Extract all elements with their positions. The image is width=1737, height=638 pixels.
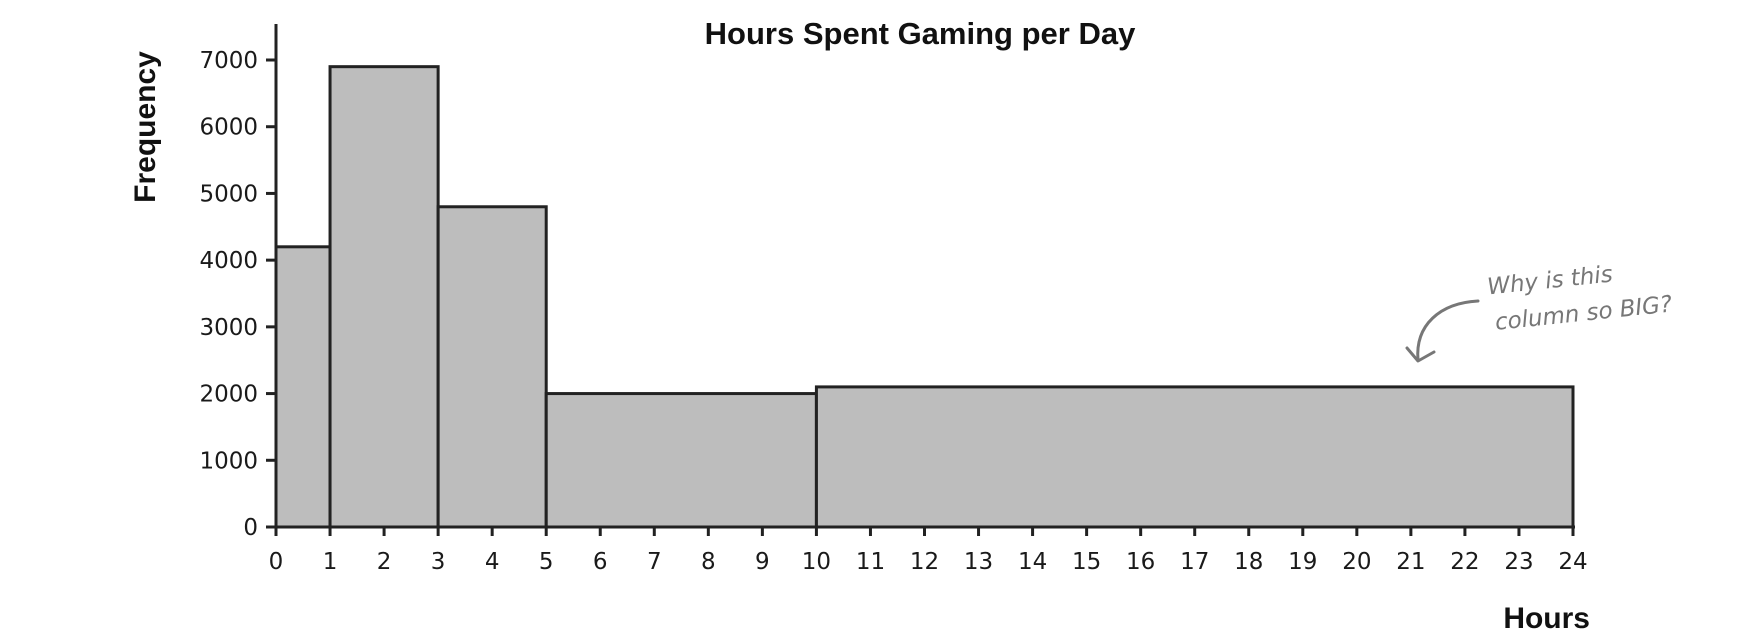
annotation-arrow (1416, 299, 1480, 362)
x-tick-label: 11 (856, 549, 885, 575)
x-tick-label: 20 (1342, 549, 1371, 575)
x-tick-label: 9 (755, 549, 770, 575)
x-tick-label: 15 (1072, 549, 1101, 575)
x-tick-label: 23 (1504, 549, 1533, 575)
annotation-arrowhead (1405, 346, 1436, 363)
y-tick-label: 3000 (199, 315, 258, 341)
x-tick-label: 0 (269, 549, 284, 575)
x-tick-label: 19 (1288, 549, 1317, 575)
y-tick-label: 5000 (199, 181, 258, 207)
x-tick-label: 22 (1450, 549, 1479, 575)
y-tick-label: 2000 (199, 382, 258, 408)
histogram-bar-1 (328, 65, 440, 529)
x-tick-label: 17 (1180, 549, 1209, 575)
chart-title: Hours Spent Gaming per Day (705, 16, 1136, 51)
histogram-bar-4 (814, 385, 1575, 529)
x-tick-label: 4 (485, 549, 500, 575)
x-tick-label: 16 (1126, 549, 1155, 575)
x-tick-label: 2 (377, 549, 392, 575)
x-tick-label: 10 (802, 549, 831, 575)
annotation-line-1: Why is this (1486, 261, 1614, 300)
x-tick-label: 8 (701, 549, 716, 575)
x-tick-label: 24 (1558, 549, 1587, 575)
x-tick-label: 3 (431, 549, 446, 575)
histogram-bar-0 (274, 245, 332, 529)
x-tick-label: 1 (323, 549, 338, 575)
x-tick-label: 12 (910, 549, 939, 575)
x-tick-label: 21 (1396, 549, 1425, 575)
x-tick-label: 7 (647, 549, 662, 575)
y-axis-title: Frequency (129, 51, 162, 203)
x-tick-label: 6 (593, 549, 608, 575)
x-tick-label: 13 (964, 549, 993, 575)
x-tick-label: 5 (539, 549, 554, 575)
y-axis-label: Frequency (129, 51, 162, 203)
y-tick-label: 7000 (199, 48, 258, 74)
annotation-line-2: column so BIG? (1494, 291, 1674, 335)
histogram-bar-2 (436, 205, 548, 529)
y-tick-label: 4000 (199, 248, 258, 274)
annotation: Why is this column so BIG? (1486, 261, 1674, 335)
x-tick-label: 18 (1234, 549, 1263, 575)
histogram-bar-3 (544, 392, 818, 529)
y-tick-label: 0 (243, 515, 258, 541)
y-tick-label: 1000 (199, 448, 258, 474)
x-tick-label: 14 (1018, 549, 1047, 575)
y-tick-label: 6000 (199, 115, 258, 141)
bars-group (274, 65, 1575, 529)
x-axis-label: Hours (1503, 602, 1590, 635)
